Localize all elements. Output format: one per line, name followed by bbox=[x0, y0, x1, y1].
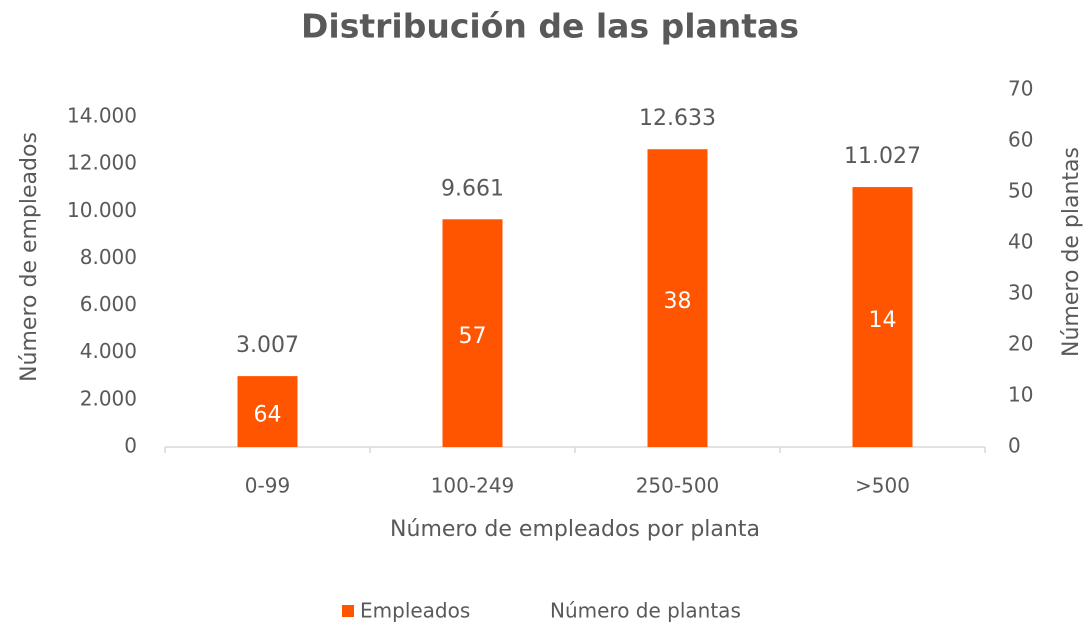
plant-count-label: 64 bbox=[254, 403, 282, 428]
y-axis-label: Número de empleados bbox=[17, 132, 42, 382]
plant-count-label: 38 bbox=[664, 289, 692, 314]
bar bbox=[442, 219, 503, 447]
bar bbox=[647, 149, 708, 447]
value-label: 9.661 bbox=[441, 176, 504, 201]
x-axis-label: Número de empleados por planta bbox=[390, 517, 760, 542]
y2-axis-label: Número de plantas bbox=[1059, 147, 1084, 357]
y2-tick-label: 50 bbox=[1008, 179, 1033, 203]
y-tick-label: 2.000 bbox=[80, 386, 137, 410]
y-tick-label: 0 bbox=[124, 434, 137, 458]
y2-tick-label: 60 bbox=[1008, 128, 1033, 152]
x-tick-label: 0-99 bbox=[245, 474, 290, 498]
value-label: 3.007 bbox=[236, 333, 299, 358]
plant-count-label: 57 bbox=[459, 324, 487, 349]
chart-title: Distribución de las plantas bbox=[301, 7, 799, 46]
y-tick-label: 4.000 bbox=[80, 339, 137, 363]
y2-tick-label: 20 bbox=[1008, 332, 1033, 356]
y2-tick-label: 0 bbox=[1008, 434, 1021, 458]
y-tick-label: 6.000 bbox=[80, 292, 137, 316]
x-tick-label: >500 bbox=[855, 474, 910, 498]
y2-tick-label: 30 bbox=[1008, 281, 1033, 305]
value-label: 12.633 bbox=[639, 106, 716, 131]
legend-marker bbox=[342, 605, 354, 617]
legend-label: Número de plantas bbox=[550, 599, 741, 623]
x-tick-label: 100-249 bbox=[431, 474, 515, 498]
y-tick-label: 14.000 bbox=[67, 104, 137, 128]
y-tick-label: 12.000 bbox=[67, 151, 137, 175]
legend-label: Empleados bbox=[360, 599, 470, 623]
y-tick-label: 8.000 bbox=[80, 245, 137, 269]
y2-tick-label: 40 bbox=[1008, 230, 1033, 254]
y2-tick-label: 70 bbox=[1008, 77, 1033, 101]
x-tick-label: 250-500 bbox=[636, 474, 720, 498]
y2-tick-label: 10 bbox=[1008, 383, 1033, 407]
plant-count-label: 14 bbox=[869, 308, 897, 333]
bar bbox=[852, 187, 913, 447]
bar bbox=[237, 376, 298, 447]
y-tick-label: 10.000 bbox=[67, 198, 137, 222]
value-label: 11.027 bbox=[844, 144, 921, 169]
